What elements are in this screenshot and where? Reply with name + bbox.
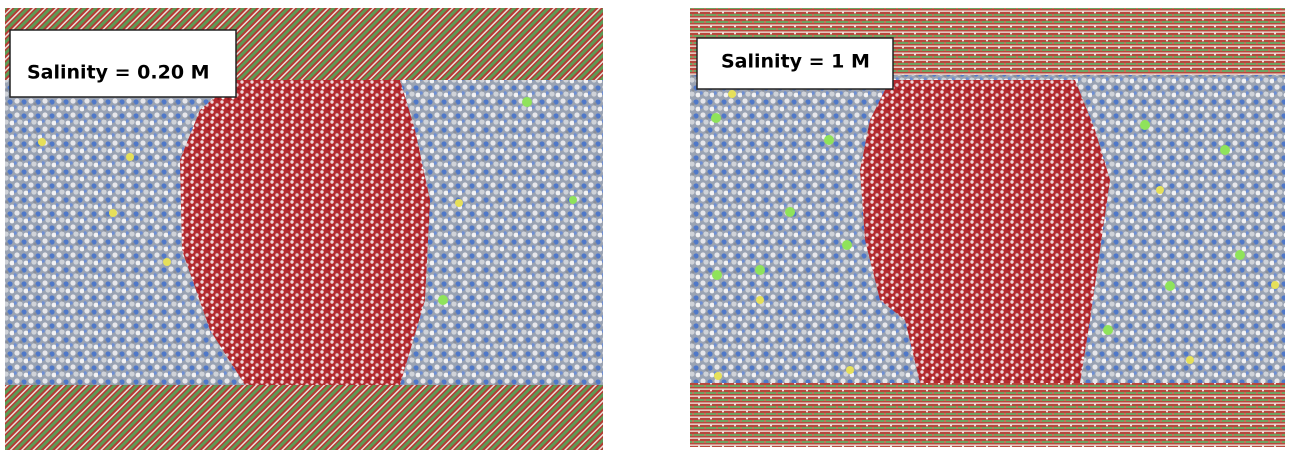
panel-label: Salinity = 1 M	[721, 51, 870, 73]
page: {"panels": [{"label": "Salinity = 0.20 M…	[0, 0, 1291, 452]
figure: Salinity = 0.20 M Salinity = 1 M	[0, 0, 1291, 452]
panel-label: Salinity = 0.20 M	[27, 62, 210, 84]
bottom-wall	[5, 385, 603, 450]
bottom-wall	[690, 383, 1285, 447]
oil-droplet	[180, 80, 430, 385]
right-panel: Salinity = 1 M	[690, 8, 1285, 447]
left-panel: Salinity = 0.20 M	[5, 8, 603, 450]
